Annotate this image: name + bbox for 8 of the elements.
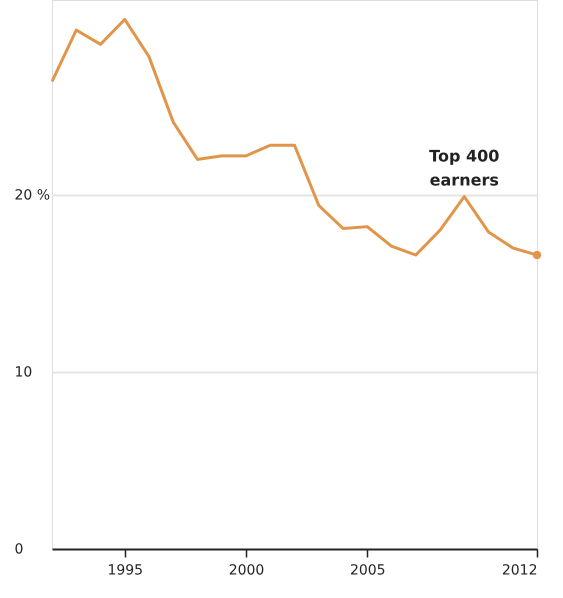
x-tick-label: 2012 xyxy=(502,562,538,578)
y-tick-label: 20 % xyxy=(14,187,50,204)
x-tick-label: 2000 xyxy=(228,562,264,578)
annotation: Top 400 earners xyxy=(429,146,500,190)
y-tick-label: 10 xyxy=(14,364,32,380)
x-tick-label: 2005 xyxy=(350,562,386,578)
x-tick-label: 1995 xyxy=(107,562,144,578)
y-tick-label: 0 xyxy=(14,542,24,558)
